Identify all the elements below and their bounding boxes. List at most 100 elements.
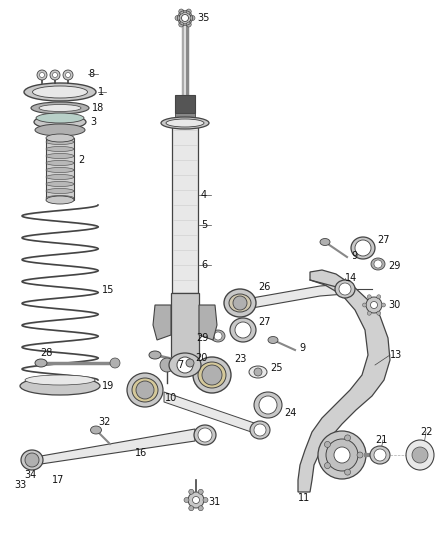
Ellipse shape [211, 330, 225, 342]
Ellipse shape [320, 238, 330, 246]
Ellipse shape [46, 167, 74, 173]
Circle shape [39, 72, 45, 77]
Text: 5: 5 [201, 220, 207, 230]
Ellipse shape [34, 115, 86, 129]
Text: 21: 21 [375, 435, 387, 445]
Text: 9: 9 [299, 343, 305, 353]
Circle shape [50, 70, 60, 80]
Circle shape [189, 506, 194, 511]
Circle shape [110, 358, 120, 368]
Ellipse shape [132, 378, 158, 402]
Ellipse shape [46, 174, 74, 180]
Circle shape [377, 295, 381, 299]
Circle shape [345, 469, 350, 475]
Circle shape [371, 302, 378, 309]
Circle shape [63, 70, 73, 80]
Circle shape [334, 447, 350, 463]
Bar [46, 138, 74, 200]
Circle shape [325, 463, 330, 469]
Ellipse shape [46, 160, 74, 166]
Text: 20: 20 [195, 353, 207, 363]
Ellipse shape [351, 237, 375, 259]
Text: 19: 19 [102, 381, 114, 391]
Text: 22: 22 [420, 427, 432, 437]
Text: 1: 1 [98, 87, 104, 97]
Text: 25: 25 [270, 363, 283, 373]
Text: 34: 34 [24, 470, 36, 480]
Ellipse shape [161, 117, 209, 129]
Text: 6: 6 [201, 260, 207, 270]
Text: 11: 11 [298, 493, 310, 503]
Ellipse shape [166, 119, 204, 127]
Ellipse shape [127, 373, 163, 407]
Ellipse shape [46, 189, 74, 193]
Ellipse shape [20, 377, 100, 395]
Text: 32: 32 [98, 417, 110, 427]
Ellipse shape [371, 258, 385, 270]
Ellipse shape [46, 182, 74, 187]
Circle shape [203, 497, 208, 503]
Polygon shape [153, 305, 171, 340]
Circle shape [259, 396, 277, 414]
Circle shape [198, 428, 212, 442]
Circle shape [184, 497, 189, 503]
Ellipse shape [46, 147, 74, 151]
Ellipse shape [335, 280, 355, 298]
Circle shape [254, 424, 266, 436]
Ellipse shape [268, 336, 278, 343]
Ellipse shape [254, 392, 282, 418]
Text: 26: 26 [258, 282, 270, 292]
Ellipse shape [46, 140, 74, 144]
Ellipse shape [406, 440, 434, 470]
Ellipse shape [91, 426, 102, 434]
Circle shape [235, 322, 251, 338]
Circle shape [367, 295, 371, 299]
Polygon shape [164, 392, 260, 435]
Circle shape [339, 283, 351, 295]
Circle shape [198, 506, 203, 511]
Text: 10: 10 [165, 393, 177, 403]
Circle shape [188, 492, 204, 508]
Circle shape [25, 453, 39, 467]
Ellipse shape [24, 83, 96, 101]
Text: 31: 31 [208, 497, 220, 507]
Text: 28: 28 [40, 348, 53, 358]
Circle shape [367, 311, 371, 315]
Text: 9: 9 [351, 251, 357, 261]
Circle shape [318, 431, 366, 479]
Text: 8: 8 [88, 69, 94, 79]
Circle shape [181, 14, 188, 21]
Circle shape [198, 489, 203, 494]
Ellipse shape [224, 289, 256, 317]
Circle shape [160, 358, 174, 372]
Ellipse shape [35, 359, 47, 367]
Ellipse shape [230, 318, 256, 342]
Ellipse shape [35, 124, 85, 136]
Bar [171, 293, 199, 358]
Ellipse shape [229, 294, 251, 312]
Text: 15: 15 [102, 285, 114, 295]
Text: 17: 17 [52, 475, 64, 485]
Circle shape [177, 357, 193, 373]
Ellipse shape [249, 366, 267, 378]
Text: 29: 29 [196, 333, 208, 343]
Circle shape [175, 15, 180, 20]
Ellipse shape [370, 446, 390, 464]
Ellipse shape [46, 134, 74, 142]
Ellipse shape [21, 450, 43, 470]
Ellipse shape [46, 154, 74, 158]
Ellipse shape [193, 357, 231, 393]
Text: 16: 16 [135, 448, 147, 458]
Bar [175, 95, 195, 113]
Circle shape [345, 435, 350, 441]
Ellipse shape [32, 86, 88, 98]
Ellipse shape [36, 113, 84, 123]
Text: 14: 14 [345, 273, 357, 283]
Circle shape [363, 303, 367, 307]
Ellipse shape [169, 353, 201, 377]
Circle shape [412, 447, 428, 463]
Text: 35: 35 [197, 13, 209, 23]
Circle shape [355, 240, 371, 256]
Circle shape [381, 303, 385, 307]
Ellipse shape [46, 196, 74, 204]
